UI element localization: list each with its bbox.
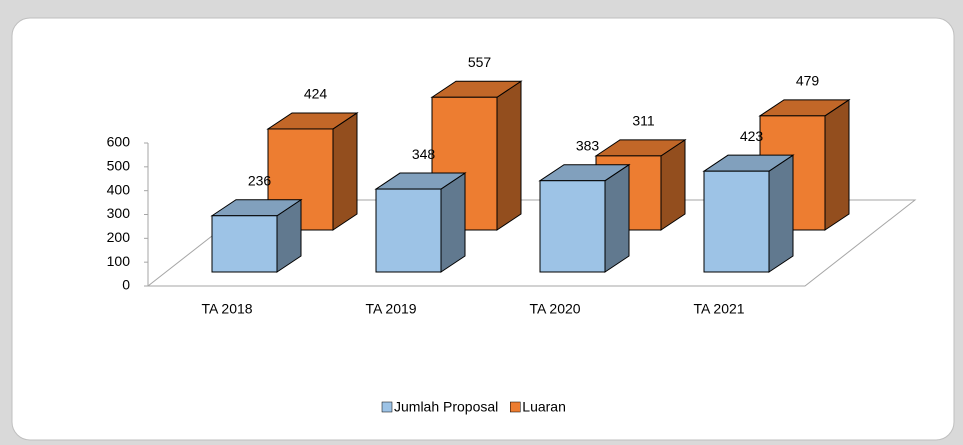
value-label: 423	[740, 128, 764, 144]
legend-label: Jumlah Proposal	[394, 399, 498, 415]
value-label: 311	[632, 113, 655, 129]
y-tick-label: 300	[107, 205, 131, 221]
legend-swatch	[381, 401, 393, 413]
y-tick-label: 400	[107, 181, 131, 197]
y-tick-label: 600	[107, 134, 131, 150]
x-tick-label: TA 2018	[201, 301, 252, 317]
bar	[211, 215, 278, 273]
bar-side	[604, 163, 630, 273]
value-label: 424	[304, 86, 328, 102]
bar	[375, 188, 442, 273]
legend-label: Luaran	[522, 399, 566, 415]
bar	[539, 180, 606, 273]
y-tick-label: 100	[107, 253, 131, 269]
bar-side	[496, 80, 522, 231]
bar-side	[332, 112, 358, 231]
legend-swatch	[510, 401, 521, 413]
x-tick-label: TA 2020	[529, 301, 580, 317]
bar-side	[824, 98, 850, 231]
bar-side	[440, 172, 466, 273]
x-tick-label: TA 2021	[693, 301, 744, 317]
value-label: 383	[576, 137, 600, 153]
bar	[703, 170, 770, 273]
y-tick-label: 0	[122, 277, 130, 293]
value-label: 348	[412, 146, 436, 162]
value-label: 479	[796, 73, 820, 89]
y-tick-label: 500	[107, 158, 131, 174]
value-label: 557	[468, 54, 492, 70]
value-label: 236	[248, 172, 272, 188]
bar-side	[768, 154, 794, 273]
x-tick-label: TA 2019	[365, 301, 416, 317]
y-tick-label: 200	[107, 229, 131, 245]
